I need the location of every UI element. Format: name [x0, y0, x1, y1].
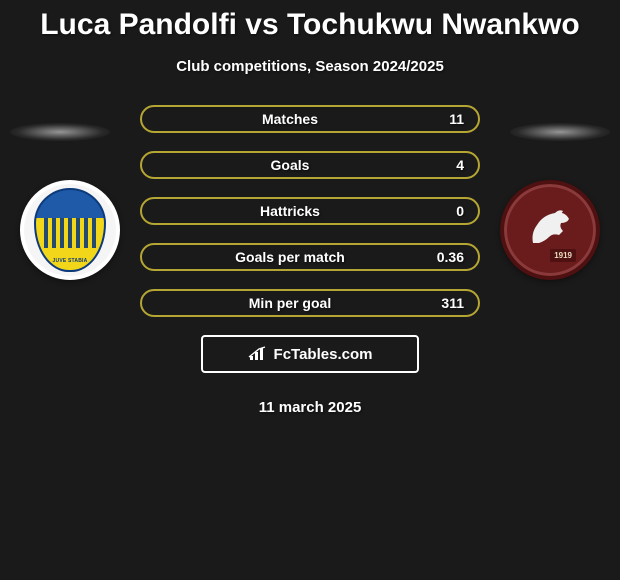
stat-value: 4: [424, 157, 464, 173]
bar-chart-icon: [248, 346, 268, 362]
brand-text: FcTables.com: [274, 346, 373, 363]
stats-list: Matches 11 Goals 4 Hattricks 0 Goals per…: [140, 105, 480, 317]
left-team-badge: [20, 180, 120, 280]
stat-row-goals: Goals 4: [140, 151, 480, 179]
stat-row-mpg: Min per goal 311: [140, 289, 480, 317]
stat-row-gpm: Goals per match 0.36: [140, 243, 480, 271]
right-team-shadow: [510, 123, 610, 141]
juve-stabia-crest-icon: [34, 188, 106, 272]
stat-label: Min per goal: [156, 295, 424, 311]
footer-date: 11 march 2025: [0, 399, 620, 416]
stat-row-hattricks: Hattricks 0: [140, 197, 480, 225]
page-subtitle: Club competitions, Season 2024/2025: [0, 58, 620, 75]
stat-value: 11: [424, 111, 464, 127]
stat-label: Matches: [156, 111, 424, 127]
right-team-badge: 1919: [500, 180, 600, 280]
comparison-panel: 1919 Matches 11 Goals 4 Hattricks 0 Goal…: [0, 105, 620, 416]
stat-value: 0.36: [424, 249, 464, 265]
stat-label: Goals: [156, 157, 424, 173]
brand-badge: FcTables.com: [201, 335, 419, 373]
stat-row-matches: Matches 11: [140, 105, 480, 133]
left-team-shadow: [10, 123, 110, 141]
stat-value: 0: [424, 203, 464, 219]
page-title: Luca Pandolfi vs Tochukwu Nwankwo: [0, 0, 620, 42]
salernitana-year-badge: 1919: [550, 249, 576, 262]
stat-value: 311: [424, 295, 464, 311]
salernitana-horse-icon: [525, 205, 575, 255]
stat-label: Goals per match: [156, 249, 424, 265]
stat-label: Hattricks: [156, 203, 424, 219]
